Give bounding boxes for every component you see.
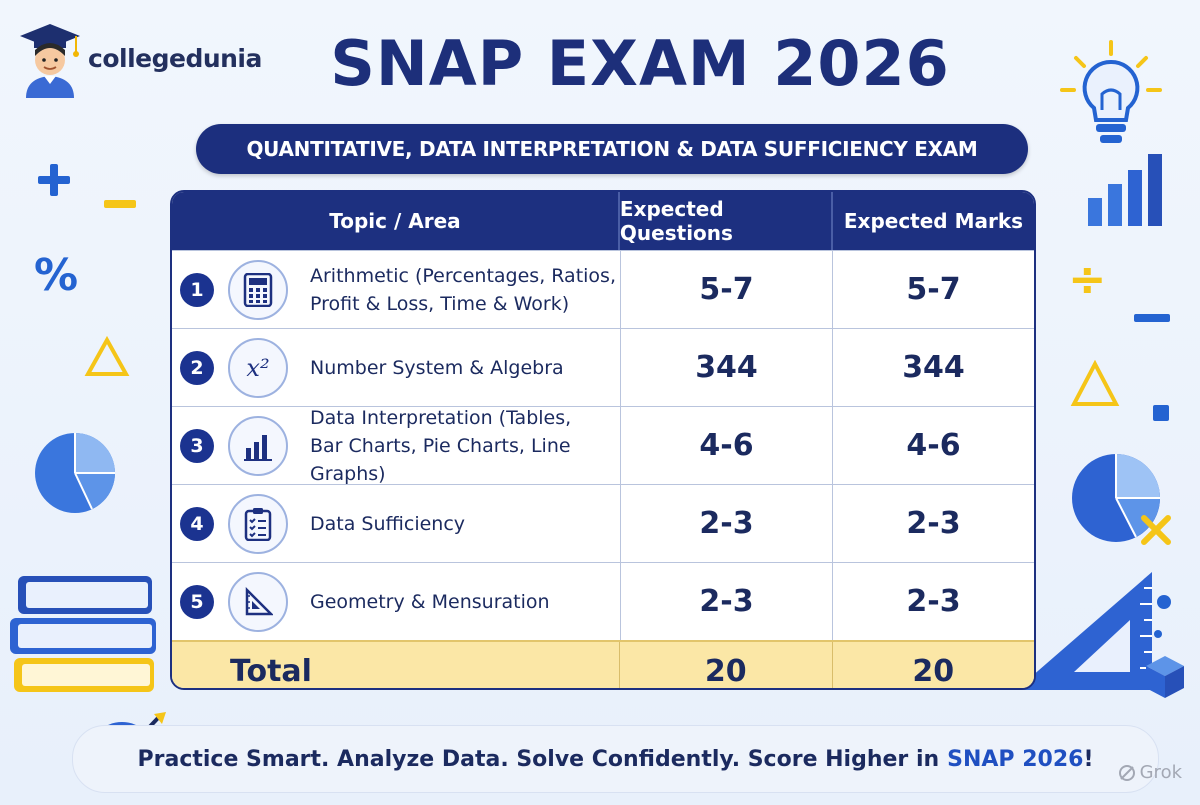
marks-cell: 2-3 xyxy=(832,563,1034,640)
topic-label: Number System & Algebra xyxy=(310,354,564,382)
topic-line: Number System & Algebra xyxy=(310,356,564,379)
topic-cell: 5 Geometry & Mensuration xyxy=(172,563,620,640)
watermark-text: Grok xyxy=(1139,762,1182,783)
dots-icon xyxy=(1154,595,1171,638)
triangle-outline-icon xyxy=(84,336,130,376)
lightbulb-icon xyxy=(1060,40,1162,143)
topic-line: Profit & Loss, Time & Work) xyxy=(310,292,570,315)
topic-line: Data Sufficiency xyxy=(310,512,466,535)
questions-cell: 2-3 xyxy=(620,485,832,562)
clipboard-checklist-icon xyxy=(228,493,288,554)
topic-label: Geometry & Mensuration xyxy=(310,588,550,616)
questions-cell: 344 xyxy=(620,329,832,406)
marks-cell: 2-3 xyxy=(832,485,1034,562)
pie-chart-icon xyxy=(35,433,115,513)
page-title: SNAP EXAM 2026 xyxy=(330,27,950,100)
minus-icon xyxy=(104,200,136,208)
percent-icon: % xyxy=(34,250,79,301)
table-row: 4 Data Sufficiency 2-3 2-3 xyxy=(172,484,1034,562)
x-squared-icon: x² xyxy=(228,337,288,398)
topic-label: Data Interpretation (Tables, Bar Charts,… xyxy=(310,404,620,488)
divide-icon: ÷ xyxy=(1068,252,1107,306)
marks-cell: 4-6 xyxy=(832,407,1034,484)
calculator-icon xyxy=(228,259,288,320)
row-number: 5 xyxy=(180,584,214,619)
watermark: Grok xyxy=(1118,762,1182,783)
topic-cell: 3 Data Interpretation (Tables, Bar Chart… xyxy=(172,407,620,485)
topic-cell: 1 Arithmetic (Percentages, Ratios, Profi… xyxy=(172,251,620,328)
topic-line: Geometry & Mensuration xyxy=(310,590,550,613)
row-number: 1 xyxy=(180,272,214,307)
questions-cell: 4-6 xyxy=(620,407,832,484)
column-header-questions: Expected Questions xyxy=(617,192,831,250)
set-square-decor-icon xyxy=(1016,572,1152,690)
books-stack-icon xyxy=(10,576,156,692)
triangle-outline-right-icon xyxy=(1070,360,1120,406)
table-row: 5 Geometry & Mensuration 2-3 2-3 xyxy=(172,562,1034,640)
questions-cell: 2-3 xyxy=(620,563,832,640)
pie-chart-right-icon xyxy=(1072,454,1160,542)
topic-label: Data Sufficiency xyxy=(310,510,465,538)
row-number: 4 xyxy=(180,506,214,541)
square-dot-icon xyxy=(1153,405,1169,421)
table-row: 1 Arithmetic (Percentages, Ratios, Profi… xyxy=(172,250,1034,328)
column-header-marks: Expected Marks xyxy=(830,192,1034,250)
x-squared-glyph: x² xyxy=(246,353,270,382)
bar-chart-decor-icon xyxy=(1088,154,1162,226)
topic-label: Arithmetic (Percentages, Ratios, Profit … xyxy=(310,262,616,318)
table-row: 2 x² Number System & Algebra 344 344 xyxy=(172,328,1034,406)
total-label: Total xyxy=(230,653,312,689)
multiply-icon xyxy=(1141,515,1171,545)
exam-pattern-table: Topic / Area Expected Questions Expected… xyxy=(170,190,1036,690)
topic-line: Data Interpretation (Tables, xyxy=(310,406,572,429)
brand-logo: collegedunia xyxy=(18,18,262,98)
footer-text: Practice Smart. Analyze Data. Solve Conf… xyxy=(137,746,940,772)
footer-end: ! xyxy=(1083,746,1094,772)
plus-icon xyxy=(38,164,70,196)
page-subtitle: QUANTITATIVE, DATA INTERPRETATION & DATA… xyxy=(196,124,1028,211)
topic-cell: 4 Data Sufficiency xyxy=(172,485,620,562)
row-number: 3 xyxy=(180,428,214,463)
topic-line: Arithmetic (Percentages, Ratios, xyxy=(310,264,616,287)
grok-logo-icon xyxy=(1118,764,1135,781)
footer-banner: Practice Smart. Analyze Data. Solve Conf… xyxy=(72,725,1159,793)
table-row: 3 Data Interpretation (Tables, Bar Chart… xyxy=(172,406,1034,485)
total-marks: 20 xyxy=(831,642,1035,688)
marks-cell: 5-7 xyxy=(832,251,1034,328)
brand-name: collegedunia xyxy=(88,43,262,73)
table-header: Topic / Area Expected Questions Expected… xyxy=(172,192,1034,250)
footer-highlight: SNAP 2026 xyxy=(947,746,1084,772)
marks-cell: 344 xyxy=(832,329,1034,406)
column-header-topic: Topic / Area xyxy=(329,209,461,233)
cube-icon xyxy=(1146,656,1184,698)
topic-cell: 2 x² Number System & Algebra xyxy=(172,329,620,406)
total-row: Total 20 20 xyxy=(172,640,1035,689)
set-square-icon xyxy=(228,571,288,632)
row-number: 2 xyxy=(180,350,214,385)
total-questions: 20 xyxy=(619,642,831,688)
graduate-avatar-icon xyxy=(20,24,80,98)
minus-blue-icon xyxy=(1134,314,1170,322)
questions-cell: 5-7 xyxy=(620,251,832,328)
bar-chart-icon xyxy=(228,415,288,476)
topic-line: Bar Charts, Pie Charts, Line Graphs) xyxy=(310,434,571,485)
